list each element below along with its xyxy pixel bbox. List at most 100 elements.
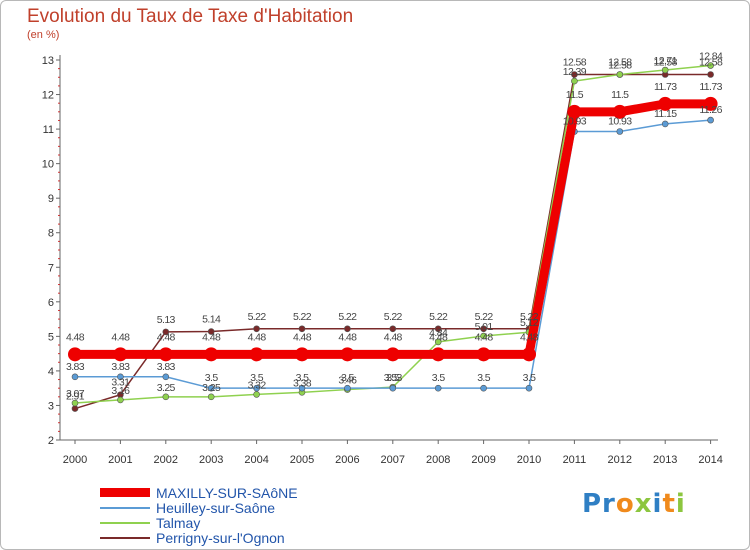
legend-item-perrigny: Perrigny-sur-l'Ognon <box>100 530 298 546</box>
data-point-s1-2006 <box>344 384 351 392</box>
legend: MAXILLY-SUR-SAôNE Heuilley-sur-Saône Tal… <box>100 485 298 546</box>
data-label-s3-2010: 5.22 <box>520 311 539 323</box>
data-label-s1-2012: 10.93 <box>608 116 632 128</box>
data-label-s2-2002: 3.25 <box>157 382 176 394</box>
y-axis-unit-label: (en %) <box>27 29 60 41</box>
data-label-s3-2001: 3.31 <box>111 377 130 389</box>
data-label-s1-2005: 3.5 <box>296 372 310 384</box>
y-tick-label-10: 10 <box>42 159 54 171</box>
data-label-s1-2013: 11.15 <box>654 108 677 120</box>
data-point-s2-2012 <box>616 71 624 78</box>
data-label-s3-2008: 5.22 <box>429 311 448 323</box>
x-tick-label-2002: 2002 <box>154 454 178 466</box>
y-tick-label-4: 4 <box>48 366 54 378</box>
data-label-s0-2013: 11.73 <box>654 81 677 93</box>
data-point-s2-2000 <box>71 399 79 407</box>
legend-item-heuilley: Heuilley-sur-Saône <box>100 499 298 516</box>
data-point-s1-2012 <box>616 128 624 135</box>
data-point-s0-2000 <box>68 347 82 362</box>
x-tick-label-2010: 2010 <box>517 454 541 466</box>
data-point-s0-2009 <box>476 347 491 362</box>
data-point-s0-2012 <box>612 104 627 119</box>
data-point-s2-2008 <box>434 338 442 346</box>
data-point-s3-2000 <box>71 405 79 412</box>
data-point-s0-2008 <box>431 347 446 362</box>
data-point-s1-2001 <box>117 373 124 381</box>
legend-swatch-maxilly <box>100 488 150 497</box>
data-label-s2-2005: 3.38 <box>293 377 312 389</box>
data-point-s0-2001 <box>113 347 128 362</box>
data-point-s3-2002 <box>162 328 170 336</box>
data-label-s3-2005: 5.22 <box>293 311 312 323</box>
data-label-s2-2006: 3.46 <box>338 375 357 387</box>
data-label-s3-2012: 12.58 <box>608 57 632 69</box>
data-point-s3-2011 <box>571 71 578 78</box>
data-label-s2-2001: 3.16 <box>111 385 130 397</box>
x-tick-label-2014: 2014 <box>698 454 722 466</box>
data-label-s0-2007: 4.48 <box>384 331 403 343</box>
data-label-s1-2001: 3.83 <box>111 361 130 373</box>
data-label-s2-2007: 3.53 <box>384 372 403 384</box>
data-point-s2-2002 <box>162 393 170 401</box>
y-tick-label-5: 5 <box>48 331 54 343</box>
data-point-s0-2011 <box>567 104 582 119</box>
legend-item-talmay: Talmay <box>100 515 298 531</box>
data-label-s1-2007: 3.5 <box>386 372 400 384</box>
data-point-s0-2014 <box>703 96 718 111</box>
data-label-s1-2010: 3.5 <box>523 372 537 384</box>
data-point-s0-2006 <box>340 347 355 362</box>
data-label-s3-2006: 5.22 <box>338 311 357 323</box>
data-label-s0-2002: 4.48 <box>157 331 176 343</box>
data-label-s1-2003: 3.5 <box>205 372 219 384</box>
data-point-s3-2009 <box>480 325 487 333</box>
x-tick-label-2008: 2008 <box>426 454 450 466</box>
data-point-s0-2005 <box>295 347 309 362</box>
data-point-s1-2008 <box>434 384 442 392</box>
y-tick-label-13: 13 <box>42 55 54 67</box>
data-point-s1-2003 <box>207 384 215 392</box>
data-label-s3-2000: 2.91 <box>66 391 85 403</box>
data-label-s3-2014: 12.58 <box>699 57 723 69</box>
legend-swatch-heuilley <box>100 506 150 509</box>
y-tick-label-6: 6 <box>48 297 54 309</box>
data-label-s1-2008: 3.5 <box>432 372 446 384</box>
y-tick-label-2: 2 <box>48 435 54 447</box>
proxiti-logo: Proxiti <box>582 489 686 519</box>
data-label-s1-2011: 10.93 <box>563 116 587 128</box>
data-label-s2-2000: 3.07 <box>66 388 85 400</box>
data-point-s0-2002 <box>158 347 173 362</box>
data-label-s0-2011: 11.5 <box>566 89 584 101</box>
data-point-s0-2013 <box>658 96 673 111</box>
data-label-s2-2014: 12.84 <box>699 51 723 63</box>
data-label-s1-2006: 3.5 <box>341 372 355 384</box>
data-label-s1-2009: 3.5 <box>477 372 491 384</box>
data-label-s0-2014: 11.73 <box>699 81 722 93</box>
data-label-s3-2011: 12.58 <box>563 57 587 69</box>
data-point-s3-2014 <box>707 71 714 78</box>
data-point-s2-2009 <box>480 332 487 340</box>
data-point-s2-2001 <box>117 396 124 404</box>
x-tick-label-2005: 2005 <box>290 454 314 466</box>
chart-title: Evolution du Taux de Taxe d'Habitation <box>27 6 354 27</box>
data-label-s0-2006: 4.48 <box>338 331 357 343</box>
data-label-s0-2001: 4.48 <box>111 331 130 343</box>
data-point-s2-2014 <box>707 62 714 69</box>
data-label-s3-2004: 5.22 <box>248 311 267 323</box>
data-label-s1-2004: 3.5 <box>250 372 264 384</box>
data-point-s0-2004 <box>249 347 264 362</box>
y-tick-label-7: 7 <box>48 262 54 274</box>
data-label-s1-2014: 11.26 <box>699 104 722 116</box>
y-tick-label-12: 12 <box>42 90 54 102</box>
data-point-s2-2011 <box>571 77 578 85</box>
legend-label-heuilley: Heuilley-sur-Saône <box>156 499 276 516</box>
data-point-s0-2003 <box>204 347 219 362</box>
data-label-s1-2000: 3.83 <box>66 361 85 373</box>
data-label-s0-2010: 4.48 <box>520 331 539 343</box>
x-tick-label-2004: 2004 <box>244 454 268 466</box>
data-point-s3-2005 <box>298 325 306 333</box>
data-label-s2-2010: 5.12 <box>520 317 539 329</box>
data-label-s0-2004: 4.48 <box>248 331 267 343</box>
data-point-s1-2010 <box>525 384 533 392</box>
data-point-s2-2003 <box>207 393 215 401</box>
data-point-s1-2007 <box>389 384 397 392</box>
